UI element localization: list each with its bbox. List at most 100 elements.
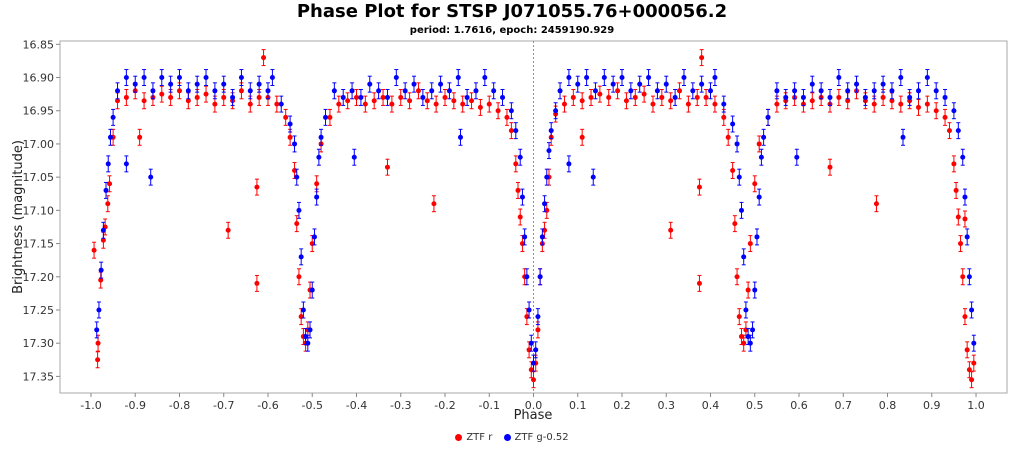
data-point <box>561 101 567 107</box>
legend-marker-ztf-r <box>455 434 463 441</box>
data-point <box>966 367 972 373</box>
data-point <box>296 274 302 280</box>
data-point <box>654 88 660 94</box>
data-point <box>105 201 111 207</box>
y-tick-label: 17.30 <box>23 337 55 350</box>
data-point <box>681 75 687 81</box>
data-point <box>123 161 129 167</box>
data-point <box>91 247 97 253</box>
x-tick-label: -0.9 <box>124 399 145 412</box>
data-point <box>663 81 669 87</box>
data-point <box>758 154 764 160</box>
data-point <box>292 141 298 147</box>
data-point <box>115 88 121 94</box>
data-point <box>579 134 585 140</box>
chart-subtitle: period: 1.7616, epoch: 2459190.929 <box>409 25 615 36</box>
data-point <box>969 377 975 383</box>
data-point <box>743 307 749 313</box>
data-point <box>756 141 762 147</box>
data-point <box>557 88 563 94</box>
data-point <box>535 327 541 333</box>
x-tick-label: -0.3 <box>390 399 411 412</box>
data-point <box>238 75 244 81</box>
data-point <box>340 94 346 100</box>
data-point <box>424 98 430 104</box>
data-point <box>261 55 267 61</box>
data-point <box>442 94 448 100</box>
data-point <box>632 94 638 100</box>
data-point <box>431 201 437 207</box>
data-point <box>924 101 930 107</box>
data-point <box>504 114 510 120</box>
data-point <box>469 98 475 104</box>
data-point <box>141 75 147 81</box>
data-point <box>542 201 548 207</box>
data-point <box>960 274 966 280</box>
data-point <box>132 81 138 87</box>
data-point <box>528 340 534 346</box>
data-point <box>862 94 868 100</box>
x-tick-label: 0.2 <box>613 399 631 412</box>
data-point <box>747 241 753 247</box>
data-point <box>336 101 342 107</box>
data-point <box>873 201 879 207</box>
data-point <box>123 94 129 100</box>
x-tick-label: 0.5 <box>746 399 764 412</box>
data-point <box>176 75 182 81</box>
data-point <box>274 101 280 107</box>
data-point <box>376 88 382 94</box>
data-point <box>323 114 329 120</box>
data-point <box>305 340 311 346</box>
data-point <box>703 94 709 100</box>
x-tick-label: -0.8 <box>169 399 190 412</box>
data-point <box>915 104 921 110</box>
data-point <box>221 94 227 100</box>
series-ztf-g <box>94 69 977 372</box>
data-point <box>203 75 209 81</box>
data-point <box>107 134 113 140</box>
data-point <box>836 75 842 81</box>
data-point <box>619 75 625 81</box>
data-point <box>265 88 271 94</box>
x-tick-label: -1.0 <box>80 399 101 412</box>
data-point <box>98 267 104 273</box>
data-point <box>721 101 727 107</box>
data-point <box>473 88 479 94</box>
data-point <box>747 340 753 346</box>
data-point <box>960 154 966 160</box>
data-point <box>951 108 957 114</box>
data-point <box>946 128 952 134</box>
data-point <box>362 101 368 107</box>
data-point <box>283 114 289 120</box>
data-point <box>964 347 970 353</box>
data-point <box>314 194 320 200</box>
data-point <box>110 114 116 120</box>
data-point <box>544 174 550 180</box>
data-point <box>331 88 337 94</box>
data-point <box>159 91 165 97</box>
data-point <box>962 194 968 200</box>
data-point <box>836 94 842 100</box>
data-point <box>712 101 718 107</box>
legend-label-ztf-r: ZTF r <box>466 432 493 443</box>
data-point <box>546 148 552 154</box>
data-point <box>477 104 483 110</box>
data-point <box>513 128 519 134</box>
data-point <box>247 101 253 107</box>
data-point <box>900 134 906 140</box>
legend-label-ztf-g: ZTF g-0.52 <box>514 432 569 443</box>
y-axis-label: Brightness (magnitude) <box>11 140 26 294</box>
data-point <box>566 75 572 81</box>
data-point <box>915 88 921 94</box>
data-point <box>818 88 824 94</box>
data-point <box>677 88 683 94</box>
data-point <box>615 88 621 94</box>
data-point <box>969 307 975 313</box>
data-point <box>203 91 209 97</box>
data-point <box>738 207 744 213</box>
data-point <box>307 327 313 333</box>
data-point <box>212 88 218 94</box>
data-point <box>774 88 780 94</box>
data-point <box>566 161 572 167</box>
data-point <box>519 194 525 200</box>
